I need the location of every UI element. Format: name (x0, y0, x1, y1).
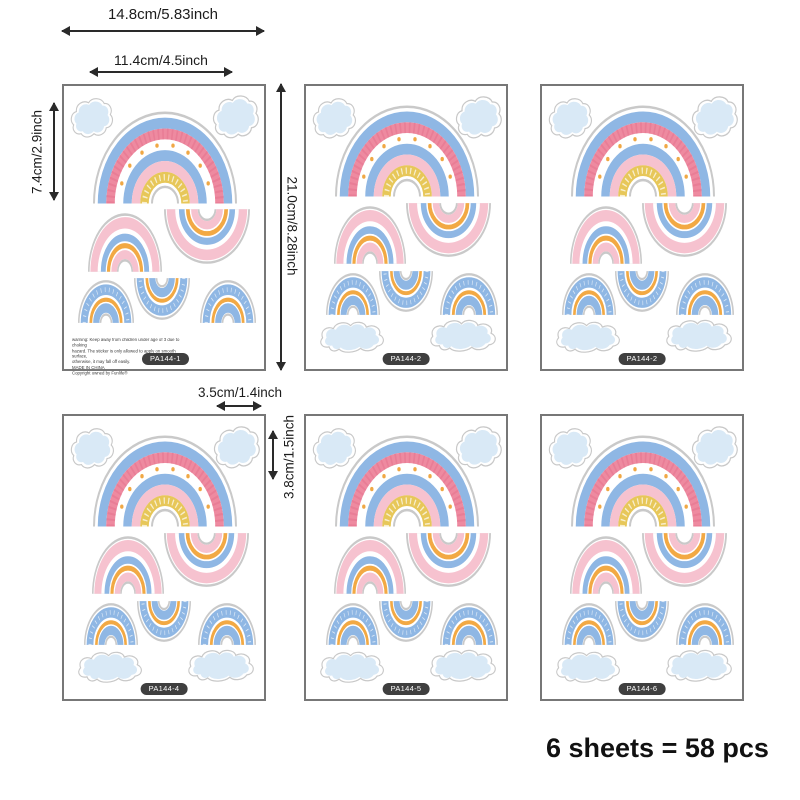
dimension-label-cloud-height: 3.8cm/1.5inch (281, 414, 297, 500)
sheet-code-badge: PA144-2 (618, 353, 666, 365)
sticker-sheet-4: PA144-4 (62, 414, 266, 701)
small-rainbow-sticker-inverted (137, 600, 191, 643)
small-rainbow-sticker (676, 602, 734, 646)
medium-rainbow-sticker (334, 205, 406, 265)
cloud-sticker-wide (78, 651, 142, 683)
medium-rainbow-sticker-inverted (406, 202, 491, 258)
cloud-sticker-wide (556, 651, 620, 683)
sticker-sheet-2: PA144-2 (304, 84, 508, 371)
small-rainbow-sticker-inverted (134, 277, 190, 321)
cloud-sticker-wide (320, 651, 384, 683)
big-rainbow-sticker (89, 433, 241, 529)
dimension-arrow-rainbow-height (49, 102, 59, 201)
dimension-label-rainbow-width: 11.4cm/4.5inch (114, 52, 208, 68)
small-rainbow-sticker (562, 602, 616, 646)
warning-line: hazard. The sticker is only allowed to a… (72, 349, 176, 360)
cloud-sticker-wide (666, 649, 732, 682)
medium-rainbow-sticker (92, 535, 164, 595)
cloud-sticker-wide (666, 319, 732, 352)
warning-line: MADE IN CHINA (72, 366, 105, 371)
small-rainbow-sticker (78, 279, 134, 324)
sheet-code-badge: PA144-2 (382, 353, 430, 365)
small-rainbow-sticker (84, 602, 138, 646)
dimension-arrow-sheet-width (61, 26, 265, 36)
dimension-arrow-cloud-width (216, 401, 262, 411)
medium-rainbow-sticker-inverted (642, 532, 727, 588)
sticker-sheet-5: PA144-5 (304, 414, 508, 701)
big-rainbow-sticker (331, 103, 483, 199)
cloud-sticker-wide (430, 649, 496, 682)
sheet-code-badge: PA144-5 (382, 683, 430, 695)
dimension-label-sheet-height: 21.0cm/8.28inch (284, 176, 300, 276)
medium-rainbow-sticker-inverted (164, 532, 249, 588)
small-rainbow-sticker (326, 602, 380, 646)
medium-rainbow-sticker-inverted (406, 532, 491, 588)
medium-rainbow-sticker (88, 212, 162, 273)
small-rainbow-sticker-inverted (615, 270, 669, 313)
cloud-sticker-wide (188, 649, 254, 682)
warning-text: warning: Keep away from children under a… (72, 338, 180, 377)
small-rainbow-sticker (200, 279, 256, 324)
small-rainbow-sticker (562, 272, 616, 316)
small-rainbow-sticker-inverted (615, 600, 669, 643)
warning-line: warning: Keep away from children under a… (72, 338, 180, 348)
sheet-code-badge: PA144-4 (140, 683, 188, 695)
small-rainbow-sticker-inverted (379, 270, 433, 313)
dimension-label-cloud-width: 3.5cm/1.4inch (197, 385, 283, 400)
dimension-label-rainbow-height: 7.4cm/2.9inch (29, 109, 45, 195)
sticker-sheet-3: PA144-2 (540, 84, 744, 371)
small-rainbow-sticker (440, 602, 498, 646)
big-rainbow-sticker (89, 109, 241, 206)
big-rainbow-sticker (331, 433, 483, 529)
sheet-code-badge: PA144-6 (618, 683, 666, 695)
dimension-arrow-sheet-height (276, 83, 286, 371)
warning-line: otherwise, it may fall off easily. (72, 360, 131, 365)
sheet-code-badge: PA144-1 (142, 353, 189, 365)
small-rainbow-sticker (676, 272, 734, 316)
small-rainbow-sticker (326, 272, 380, 316)
big-rainbow-sticker (567, 103, 719, 199)
medium-rainbow-sticker-inverted (642, 202, 727, 258)
medium-rainbow-sticker (334, 535, 406, 595)
cloud-sticker-wide (320, 321, 384, 353)
sticker-sheet-1: warning: Keep away from children under a… (62, 84, 266, 376)
warning-line: Copyright owned by Funlife® (72, 371, 128, 377)
small-rainbow-sticker-inverted (379, 600, 433, 643)
medium-rainbow-sticker (570, 205, 642, 265)
sheet-count-summary: 6 sheets = 58 pcs (546, 733, 769, 763)
cloud-sticker-wide (556, 321, 620, 353)
small-rainbow-sticker (198, 602, 256, 646)
medium-rainbow-sticker (570, 535, 642, 595)
sticker-sheet-6: PA144-6 (540, 414, 744, 701)
small-rainbow-sticker (440, 272, 498, 316)
cloud-sticker-wide (430, 319, 496, 352)
medium-rainbow-sticker-inverted (164, 208, 250, 265)
big-rainbow-sticker (567, 433, 719, 529)
dimension-label-sheet-width: 14.8cm/5.83inch (107, 6, 219, 23)
dimension-arrow-rainbow-width (89, 67, 233, 77)
dimension-arrow-cloud-height (268, 430, 278, 480)
